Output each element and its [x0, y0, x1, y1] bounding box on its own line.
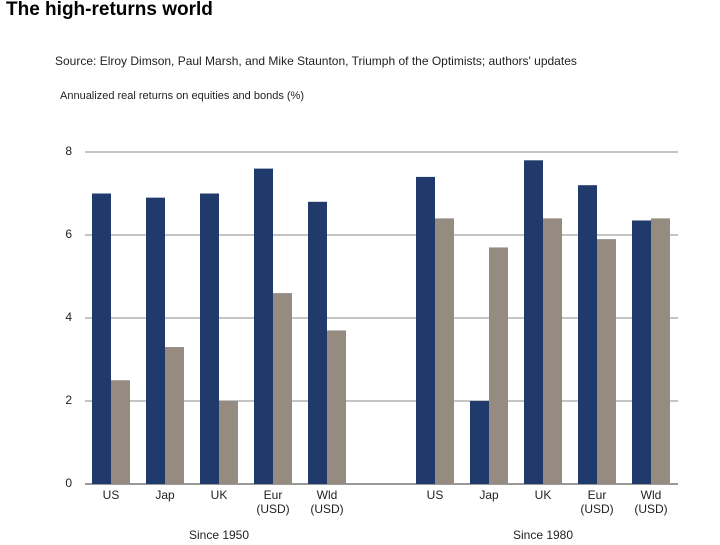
bar [543, 218, 562, 484]
y-axis-label: Annualized real returns on equities and … [60, 90, 304, 102]
bar [632, 220, 651, 484]
x-tick-label: Eur (USD) [580, 488, 614, 516]
bar [92, 193, 111, 484]
bar [146, 197, 165, 484]
bar [597, 239, 616, 484]
x-tick-label: Jap [479, 488, 499, 502]
bar [308, 201, 327, 485]
y-tick-label: 0 [65, 476, 72, 490]
chart-title: The high-returns world [6, 0, 213, 20]
bar [416, 176, 435, 484]
bar [327, 330, 346, 484]
bar [111, 380, 130, 484]
bar [435, 218, 454, 484]
subtitle: Source: Elroy Dimson, Paul Marsh, and Mi… [55, 54, 577, 68]
bar [578, 185, 597, 484]
x-tick-label: US [426, 488, 444, 502]
bar [489, 247, 508, 484]
x-tick-label: Jap [155, 488, 175, 502]
bar [165, 347, 184, 484]
bar [200, 193, 219, 484]
bar [273, 293, 292, 484]
bar [470, 401, 489, 484]
bar [524, 160, 543, 485]
x-tick-label: UK [210, 488, 228, 502]
bar [651, 218, 670, 484]
group-label: Since 1950 [189, 528, 249, 542]
x-tick-label: US [102, 488, 120, 502]
group-label: Since 1980 [513, 528, 573, 542]
bar [219, 401, 238, 484]
y-tick-label: 2 [65, 393, 72, 407]
x-tick-label: Wld (USD) [310, 488, 344, 516]
bar [254, 168, 273, 484]
y-tick-label: 4 [65, 310, 72, 324]
x-tick-label: Eur (USD) [256, 488, 290, 516]
x-tick-label: UK [534, 488, 552, 502]
y-tick-label: 8 [65, 144, 72, 158]
x-tick-label: Wld (USD) [634, 488, 668, 516]
y-tick-label: 6 [65, 227, 72, 241]
